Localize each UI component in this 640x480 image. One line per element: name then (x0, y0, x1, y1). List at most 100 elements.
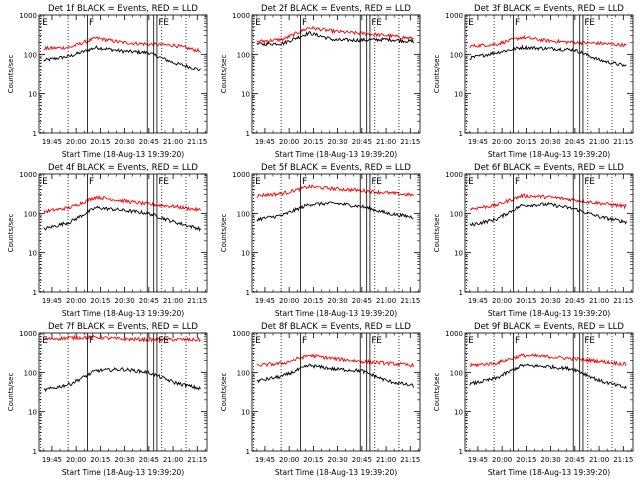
y-tick-label: 1 (246, 289, 250, 297)
y-axis-label: Counts/sec (220, 55, 228, 94)
x-tick-label: 20:15 (303, 456, 323, 464)
series-lld (256, 353, 414, 368)
x-tick-label: 20:15 (90, 297, 110, 305)
marker-label: E (376, 18, 382, 28)
marker-label: E (589, 336, 595, 346)
y-tick-label: 1 (33, 289, 37, 297)
y-axis-label: Counts/sec (433, 55, 441, 94)
x-tick-label: 20:30 (115, 297, 135, 305)
x-tick-label: 21:00 (589, 138, 609, 146)
marker-label: F (515, 336, 520, 346)
x-tick-label: 21:00 (163, 138, 183, 146)
plot-frame (464, 332, 634, 452)
series-events (469, 363, 627, 389)
marker-label: F (371, 336, 376, 346)
panel-1: Det 1f BLACK = Events, RED = LLD Counts/s… (7, 4, 207, 159)
x-tick-label: 20:00 (492, 456, 512, 464)
y-tick-label: 1 (246, 448, 250, 456)
x-axis-label: Start Time (18-Aug-13 19:39:20) (488, 309, 610, 318)
x-tick-label: 20:45 (139, 456, 159, 464)
x-tick-label: 19:45 (42, 297, 62, 305)
series-events (256, 201, 414, 223)
x-tick-label: 21:00 (163, 456, 183, 464)
marker-label: F (515, 177, 520, 187)
marker-label: E (255, 18, 261, 28)
x-tick-label: 20:15 (90, 138, 110, 146)
x-axis-label: Start Time (18-Aug-13 19:39:20) (488, 468, 610, 477)
x-tick-label: 21:00 (589, 456, 609, 464)
y-tick-label: 10 (241, 409, 250, 417)
plot-frame (38, 173, 208, 293)
marker-label: E (255, 177, 261, 187)
series-events (469, 201, 627, 227)
x-tick-label: 20:30 (328, 297, 348, 305)
x-tick-label: 20:30 (541, 138, 561, 146)
x-tick-label: 20:45 (352, 456, 372, 464)
series-events (256, 30, 414, 47)
x-tick-label: 20:15 (516, 297, 536, 305)
y-axis-label: Counts/sec (7, 373, 15, 412)
marker-label: F (302, 336, 307, 346)
panel-title: Det 9f BLACK = Events, RED = LLD (474, 322, 624, 332)
x-axis-label: Start Time (18-Aug-13 19:39:20) (275, 309, 397, 318)
series-lld (43, 36, 201, 54)
y-axis-label: Counts/sec (7, 55, 15, 94)
marker-label: E (468, 177, 474, 187)
marker-label: F (584, 18, 589, 28)
x-tick-label: 20:15 (516, 138, 536, 146)
x-tick-label: 19:45 (42, 456, 62, 464)
panel-8: Det 8f BLACK = Events, RED = LLD Counts/s… (220, 322, 420, 477)
plot-frame (251, 14, 421, 134)
y-tick-label: 1 (459, 289, 463, 297)
marker-label: E (163, 177, 169, 187)
series-lld (43, 194, 201, 214)
marker-label: F (158, 18, 163, 28)
y-tick-label: 1 (33, 130, 37, 138)
x-tick-label: 20:00 (492, 138, 512, 146)
y-tick-label: 10 (28, 91, 37, 99)
marker-label: E (163, 18, 169, 28)
x-tick-label: 19:45 (468, 456, 488, 464)
series-events (43, 44, 201, 72)
x-tick-label: 20:15 (90, 456, 110, 464)
marker-label: E (42, 336, 48, 346)
x-tick-label: 20:00 (492, 297, 512, 305)
marker-label: F (584, 336, 589, 346)
x-tick-label: 20:15 (303, 297, 323, 305)
y-tick-label: 100 (450, 210, 463, 218)
panel-title: Det 6f BLACK = Events, RED = LLD (474, 163, 624, 173)
marker-label: F (158, 336, 163, 346)
x-tick-label: 20:45 (352, 297, 372, 305)
marker-label: F (158, 177, 163, 187)
marker-label: E (42, 177, 48, 187)
y-tick-label: 1000 (19, 12, 37, 20)
x-tick-label: 20:00 (66, 297, 86, 305)
panel-9: Det 9f BLACK = Events, RED = LLD Counts/s… (433, 322, 633, 477)
panel-7: Det 7f BLACK = Events, RED = LLD Counts/s… (7, 322, 207, 477)
x-tick-label: 21:15 (187, 138, 207, 146)
x-tick-label: 21:00 (376, 138, 396, 146)
series-lld (469, 34, 627, 49)
y-tick-label: 100 (24, 51, 37, 59)
x-tick-label: 21:00 (376, 297, 396, 305)
y-tick-label: 10 (28, 409, 37, 417)
y-tick-label: 1 (246, 130, 250, 138)
marker-label: E (589, 18, 595, 28)
x-tick-label: 21:00 (589, 297, 609, 305)
y-tick-label: 1000 (19, 171, 37, 179)
x-axis-label: Start Time (18-Aug-13 19:39:20) (275, 468, 397, 477)
x-tick-label: 20:00 (279, 456, 299, 464)
x-tick-label: 19:45 (468, 297, 488, 305)
y-tick-label: 1000 (232, 330, 250, 338)
y-tick-label: 10 (454, 409, 463, 417)
plot-frame (251, 332, 421, 452)
marker-label: E (163, 336, 169, 346)
series-events (43, 205, 201, 232)
panel-title: Det 5f BLACK = Events, RED = LLD (261, 163, 411, 173)
plot-frame (38, 332, 208, 452)
x-tick-label: 21:15 (613, 456, 633, 464)
x-tick-label: 21:00 (376, 456, 396, 464)
marker-label: E (42, 18, 48, 28)
x-axis-label: Start Time (18-Aug-13 19:39:20) (62, 150, 184, 159)
panel-2: Det 2f BLACK = Events, RED = LLD Counts/s… (220, 4, 420, 159)
